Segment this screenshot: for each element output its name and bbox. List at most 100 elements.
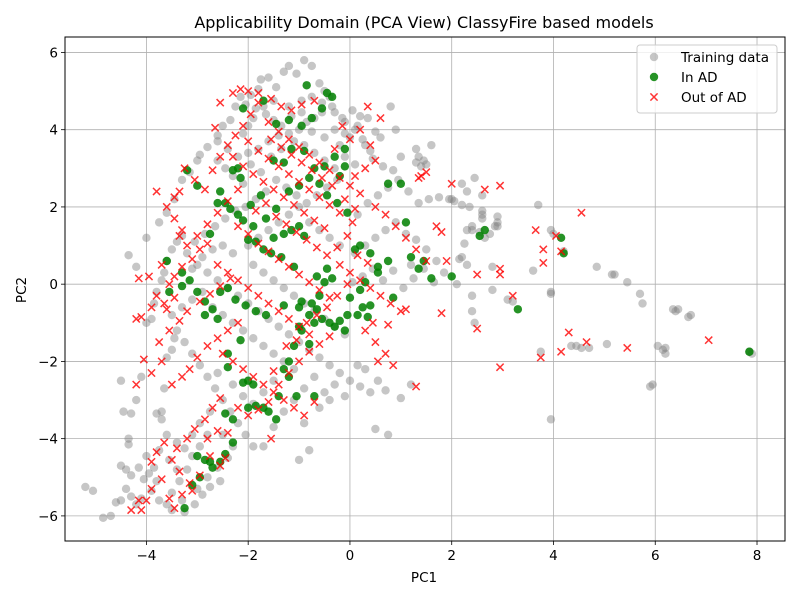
data-point-circle: [383, 256, 393, 266]
data-point-circle: [330, 380, 339, 389]
data-point-circle: [546, 289, 556, 299]
data-point-x-marker: [264, 154, 273, 163]
data-point-x-marker: [422, 256, 431, 266]
data-point-circle: [452, 279, 462, 289]
data-point-circle: [343, 208, 352, 217]
data-point-circle: [447, 272, 456, 281]
data-point-circle: [508, 297, 517, 306]
data-point-circle: [170, 334, 179, 343]
data-point-circle: [338, 113, 347, 123]
data-point-x-marker: [170, 293, 179, 302]
data-point-x-marker: [539, 258, 548, 268]
data-point-circle: [116, 496, 126, 505]
data-point-circle: [330, 108, 339, 117]
data-point-circle: [299, 55, 309, 65]
data-point-circle: [373, 262, 383, 271]
data-point-circle: [462, 225, 472, 235]
data-point-x-marker: [216, 98, 225, 107]
data-point-circle: [251, 401, 261, 411]
data-point-x-marker: [277, 102, 286, 111]
data-point-circle: [373, 268, 383, 277]
data-point-circle: [264, 407, 273, 416]
data-point-x-marker: [310, 397, 319, 407]
data-point-x-marker: [704, 336, 713, 345]
data-point-x-marker: [447, 179, 456, 188]
chart-title: Applicability Domain (PCA View) ClassyFi…: [194, 13, 653, 32]
data-point-x-marker: [551, 231, 561, 241]
data-point-x-marker: [266, 434, 276, 443]
data-point-x-marker: [355, 125, 365, 134]
data-point-x-marker: [473, 270, 482, 279]
data-point-circle: [249, 222, 258, 231]
data-point-circle: [661, 349, 670, 358]
data-point-circle: [116, 461, 126, 470]
data-point-circle: [218, 121, 227, 131]
data-point-x-marker: [343, 231, 352, 241]
data-point-circle: [221, 409, 230, 418]
data-point-x-marker: [284, 135, 294, 144]
y-tick-label: −2: [38, 354, 58, 370]
data-point-circle: [205, 482, 215, 492]
data-point-x-marker: [269, 388, 278, 397]
data-point-circle: [602, 339, 612, 349]
data-point-circle: [223, 283, 233, 293]
data-point-x-marker: [292, 227, 301, 237]
data-point-circle: [279, 283, 288, 293]
data-point-x-marker: [208, 166, 217, 175]
data-point-circle: [638, 299, 647, 308]
data-point-x-marker: [495, 181, 505, 190]
data-point-circle: [256, 191, 266, 200]
data-point-circle: [447, 195, 456, 204]
data-point-x-marker: [264, 397, 273, 407]
data-point-x-marker: [294, 142, 304, 152]
data-point-x-marker: [139, 355, 148, 364]
data-point-x-marker: [264, 247, 273, 256]
data-point-x-marker: [147, 484, 156, 493]
data-point-circle: [160, 268, 169, 277]
data-point-circle: [462, 187, 472, 196]
data-point-circle: [208, 305, 217, 314]
data-point-circle: [165, 455, 174, 465]
data-point-circle: [132, 262, 141, 271]
data-point-circle: [439, 268, 449, 277]
data-point-x-marker: [216, 152, 225, 161]
data-point-circle: [246, 160, 255, 169]
data-point-x-marker: [508, 291, 517, 300]
data-point-x-marker: [279, 395, 288, 405]
data-point-circle: [139, 475, 149, 484]
data-point-circle: [457, 179, 467, 188]
data-point-x-marker: [137, 312, 146, 322]
data-point-x-marker: [152, 448, 161, 457]
data-point-circle: [126, 492, 136, 501]
data-point-circle: [307, 113, 316, 123]
data-point-x-marker: [157, 260, 166, 269]
legend-marker-out-of-ad: [649, 92, 659, 102]
data-point-x-marker: [345, 268, 355, 277]
x-tick-label: 2: [447, 548, 456, 564]
data-point-circle: [470, 318, 479, 327]
data-point-circle: [271, 204, 281, 214]
data-point-circle: [279, 364, 288, 374]
data-point-circle: [180, 503, 189, 513]
data-point-x-marker: [216, 461, 225, 470]
data-point-circle: [106, 511, 115, 521]
data-point-circle: [243, 235, 253, 244]
data-point-x-marker: [284, 314, 294, 324]
data-point-x-marker: [254, 88, 263, 98]
data-point-x-marker: [325, 332, 334, 341]
data-point-circle: [310, 318, 319, 327]
data-point-x-marker: [165, 326, 174, 335]
data-point-x-marker: [177, 372, 187, 381]
data-point-circle: [427, 140, 436, 150]
data-point-circle: [259, 341, 268, 351]
data-point-circle: [274, 391, 283, 401]
data-point-circle: [157, 407, 166, 416]
data-point-x-marker: [228, 152, 238, 161]
data-point-circle: [294, 303, 304, 312]
data-point-circle: [419, 256, 428, 266]
data-point-circle: [381, 225, 390, 235]
data-point-circle: [455, 254, 464, 264]
data-point-circle: [388, 166, 398, 175]
data-point-x-marker: [203, 341, 212, 351]
y-tick-label: 6: [49, 45, 58, 61]
